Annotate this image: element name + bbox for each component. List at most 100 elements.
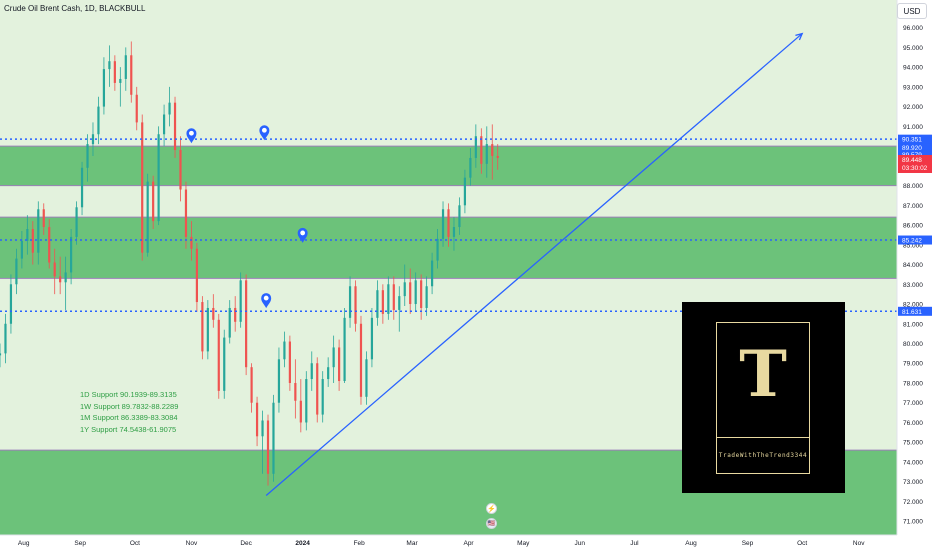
candle-body [277,359,281,403]
candle-body [398,296,401,310]
candle-body [223,337,226,391]
candle-body [108,61,111,70]
candle-body [97,106,100,135]
time-tick-label: Nov [186,540,198,547]
candle-body [146,181,149,253]
location-pin-hole [263,295,269,301]
price-tick-label: 73.000 [903,479,923,486]
price-label-89579-bg [898,149,932,159]
candle-body [184,189,188,237]
candle-body [162,114,166,135]
candle-body [37,209,40,253]
candle-body [469,157,472,178]
candle-body [283,341,286,360]
candle-body [266,420,270,474]
current-price-bg [898,154,932,173]
trendline-arrowhead [795,32,804,41]
candle-body [458,205,461,228]
price-tick-label: 77.000 [903,400,923,407]
candle-body [376,290,379,318]
location-pin-shape [259,125,270,141]
time-tick-label: Aug [18,540,30,547]
candle-body [234,307,237,322]
candle-body [463,177,467,206]
price-tick-label: 81.000 [903,321,923,328]
time-tick-label: Apr [463,540,474,547]
logo-letter: T [739,337,787,412]
candle-body [173,102,177,151]
price-tick-label: 91.000 [903,124,923,131]
candle-body [250,367,253,403]
price-tick-label: 80.000 [903,341,923,348]
location-pin-icon [259,125,270,141]
currency-button[interactable]: USD [897,3,927,19]
candle-body [141,122,144,253]
candle-body [316,363,319,415]
candle-body [53,262,56,277]
time-tick-label: Nov [853,540,865,547]
candle-body [381,290,384,314]
location-pin-icon [297,227,308,243]
price-label-90351-bg [898,134,932,144]
price-label-89920: 89.920 [902,145,922,152]
candle-body [48,227,51,263]
time-tick-label: Dec [240,540,252,547]
location-pin-icon [261,293,272,309]
candle-body [26,229,29,241]
candle-body [168,102,171,115]
candle-body [113,61,116,83]
candle-body [212,307,215,320]
price-label-81631-bg [898,306,932,316]
candle-body [31,229,34,253]
location-pin-hole [300,230,306,236]
price-tick-label: 76.000 [903,420,923,427]
time-tick-label: Mar [406,540,418,547]
time-tick-label: Oct [130,540,140,547]
candle-body [255,402,259,437]
candle-body [91,134,95,145]
trendline [265,33,803,497]
candle-body [4,323,7,354]
candle-body [321,379,324,415]
countdown-label: 03:30:02 [902,165,928,172]
price-tick-label: 74.000 [903,459,923,466]
logo-text: TradeWithTheTrend3344 [718,452,808,459]
candle-body [452,227,456,237]
candle-body [310,363,313,380]
candle-body [130,55,133,95]
candle-body [485,144,488,164]
candle-body [414,280,417,305]
price-tick-label: 95.000 [903,45,923,52]
candle-body [206,307,209,352]
candle-body [152,181,155,222]
candle-body [190,236,193,249]
event-badge-icon[interactable]: ⚡ [486,503,497,514]
location-pin-hole [189,130,194,136]
location-pin-icon [186,128,197,144]
us-flag-icon[interactable]: 🇺🇸 [486,518,497,529]
current-price-label: 89.448 [902,157,922,164]
time-tick-label: Oct [797,540,807,547]
candle-body [64,272,67,283]
candle-body [272,402,275,474]
candle-body [179,150,182,190]
candle-body [365,359,368,397]
time-tick-label: Aug [685,540,697,547]
candle-body [294,382,297,401]
candle-body [480,136,483,164]
support-line-1m: 1M Support 86.3389-83.3084 [80,413,178,423]
candle-body [409,282,412,305]
location-pin-shape [297,227,308,243]
price-tick-label: 85.000 [903,242,923,249]
candle-body [135,94,138,123]
candle-body [447,209,450,237]
candle-body [348,286,352,318]
time-tick-label: Jul [630,540,639,547]
candle-body [245,280,248,368]
candle-body [332,347,335,368]
candle-body [42,209,45,228]
candle-body [343,317,346,382]
candle-body [387,284,390,314]
